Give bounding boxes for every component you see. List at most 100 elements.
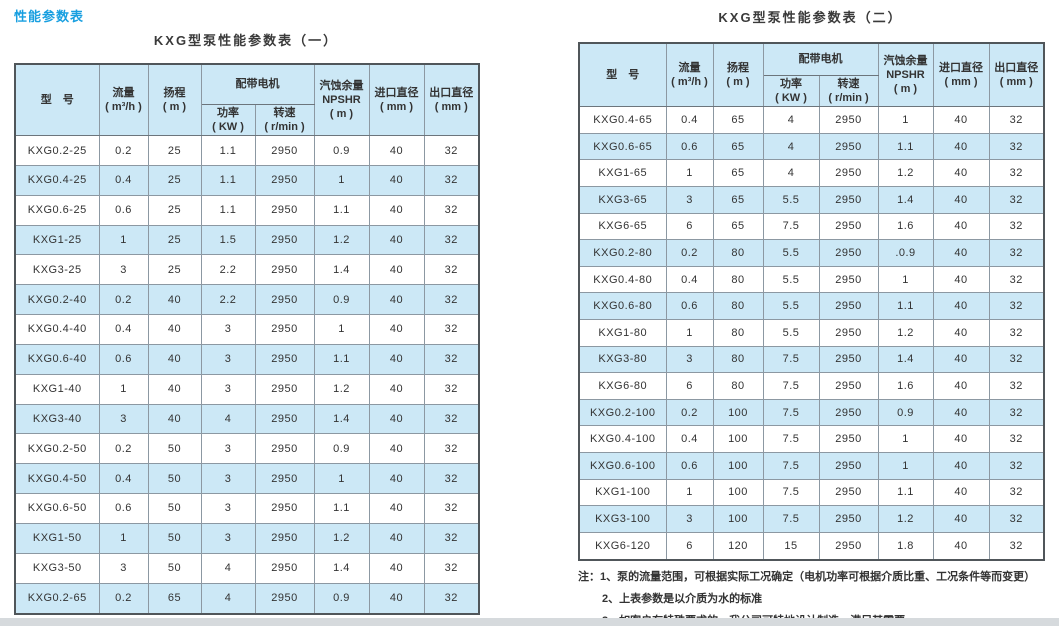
- table-row: KXG0.6-100 0.6 100 7.5 2950 1 40 32: [578, 452, 1045, 480]
- model-cell: KXG1-40: [14, 373, 100, 405]
- table-row: KXG1-40 1 40 3 2950 1.2 40 32: [14, 373, 480, 405]
- value-cell: 2950: [254, 254, 315, 286]
- value-cell: 2950: [254, 194, 315, 226]
- value-cell: 40: [368, 254, 425, 286]
- table-one-header: 型 号 流量( m³/h ) 扬程( m ) 配带电机 汽蚀余量 NPSHR( m…: [14, 63, 480, 137]
- value-cell: 1.1: [200, 135, 256, 166]
- value-cell: 32: [988, 531, 1045, 561]
- value-cell: 0.9: [313, 582, 370, 615]
- value-cell: 50: [147, 493, 202, 524]
- value-cell: 3: [665, 505, 714, 533]
- value-cell: 0.2: [98, 284, 149, 316]
- value-cell: 0.2: [98, 582, 149, 615]
- value-cell: 32: [988, 372, 1045, 400]
- value-cell: 40: [147, 284, 202, 316]
- model-cell: KXG3-50: [14, 552, 100, 584]
- value-cell: 1.6: [877, 212, 934, 241]
- page-bottom-edge: [0, 618, 1059, 626]
- value-cell: 2950: [818, 265, 879, 294]
- table-row: KXG0.2-100 0.2 100 7.5 2950 0.9 40 32: [578, 398, 1045, 427]
- value-cell: 2950: [818, 425, 879, 454]
- table-row: KXG0.4-65 0.4 65 4 2950 1 40 32: [578, 106, 1045, 134]
- value-cell: 32: [423, 522, 480, 554]
- value-cell: 50: [147, 433, 202, 465]
- value-cell: 32: [988, 185, 1045, 214]
- value-cell: 40: [932, 318, 990, 347]
- value-cell: 2950: [818, 212, 879, 241]
- value-cell: 0.6: [98, 194, 149, 226]
- value-cell: 1.4: [313, 403, 370, 435]
- value-cell: 4: [762, 132, 820, 161]
- value-cell: 65: [147, 582, 202, 615]
- value-cell: 3: [98, 552, 149, 584]
- value-cell: 3: [665, 185, 714, 214]
- value-cell: 6: [665, 372, 714, 400]
- value-cell: 2950: [254, 224, 315, 256]
- model-cell: KXG6-80: [578, 372, 667, 400]
- value-cell: 40: [368, 343, 425, 375]
- value-cell: 7.5: [762, 212, 820, 241]
- table-row: KXG0.4-100 0.4 100 7.5 2950 1 40 32: [578, 425, 1045, 454]
- value-cell: 2950: [818, 372, 879, 400]
- col-header-speed: 转速( r/min ): [818, 74, 879, 108]
- value-cell: 1.1: [877, 478, 934, 507]
- value-cell: 40: [368, 284, 425, 316]
- model-cell: KXG0.2-100: [578, 398, 667, 427]
- value-cell: 32: [988, 345, 1045, 374]
- value-cell: 40: [368, 522, 425, 554]
- model-cell: KXG6-65: [578, 212, 667, 241]
- table-row: KXG0.2-25 0.2 25 1.1 2950 0.9 40 32: [14, 135, 480, 166]
- value-cell: 7.5: [762, 478, 820, 507]
- value-cell: 2950: [254, 373, 315, 405]
- value-cell: 25: [147, 224, 202, 256]
- value-cell: 3: [200, 522, 256, 554]
- table-two-header: 型 号 流量( m³/h ) 扬程( m ) 配带电机 汽蚀余量 NPSHR( m…: [578, 42, 1045, 108]
- table-row: KXG1-25 1 25 1.5 2950 1.2 40 32: [14, 224, 480, 256]
- value-cell: 1.2: [877, 159, 934, 187]
- table-row: KXG0.4-25 0.4 25 1.1 2950 1 40 32: [14, 164, 480, 196]
- model-cell: KXG3-40: [14, 403, 100, 435]
- table-one-title: KXG型泵性能参数表（一）: [153, 33, 339, 48]
- value-cell: 2950: [818, 531, 879, 561]
- value-cell: 5.5: [762, 292, 820, 320]
- value-cell: 2950: [818, 106, 879, 134]
- value-cell: 4: [762, 159, 820, 187]
- table-two-body: KXG0.4-65 0.4 65 4 2950 1 40 32 KXG0.6-65 0.6 65 4 2…: [578, 106, 1045, 561]
- value-cell: 2950: [818, 185, 879, 214]
- value-cell: 0.9: [313, 433, 370, 465]
- value-cell: 0.6: [98, 343, 149, 375]
- value-cell: 40: [368, 314, 425, 345]
- value-cell: 0.2: [98, 433, 149, 465]
- value-cell: 40: [932, 425, 990, 454]
- value-cell: 1: [665, 478, 714, 507]
- table-row: KXG0.2-40 0.2 40 2.2 2950 0.9 40 32: [14, 284, 480, 316]
- value-cell: 65: [712, 212, 764, 241]
- table-row: KXG3-50 3 50 4 2950 1.4 40 32: [14, 552, 480, 584]
- value-cell: 65: [712, 132, 764, 161]
- value-cell: 50: [147, 463, 202, 495]
- value-cell: 0.4: [98, 314, 149, 345]
- col-header-outlet: 出口直径( mm ): [423, 63, 480, 137]
- model-cell: KXG0.4-100: [578, 425, 667, 454]
- value-cell: 40: [932, 212, 990, 241]
- value-cell: 2950: [818, 452, 879, 480]
- value-cell: 1.6: [877, 372, 934, 400]
- value-cell: 40: [368, 582, 425, 615]
- model-cell: KXG0.6-40: [14, 343, 100, 375]
- value-cell: 80: [712, 239, 764, 267]
- value-cell: 6: [665, 212, 714, 241]
- col-header-head: 扬程( m ): [147, 63, 202, 137]
- value-cell: 5.5: [762, 185, 820, 214]
- table-row: KXG1-80 1 80 5.5 2950 1.2 40 32: [578, 318, 1045, 347]
- value-cell: 3: [200, 433, 256, 465]
- value-cell: 6: [665, 531, 714, 561]
- value-cell: 0.4: [665, 425, 714, 454]
- table-row: KXG0.4-80 0.4 80 5.5 2950 1 40 32: [578, 265, 1045, 294]
- table-row: KXG0.6-25 0.6 25 1.1 2950 1.1 40 32: [14, 194, 480, 226]
- value-cell: 1.8: [877, 531, 934, 561]
- value-cell: 65: [712, 159, 764, 187]
- table-one-body: KXG0.2-25 0.2 25 1.1 2950 0.9 40 32 KXG0.4-25 0.4…: [14, 135, 480, 615]
- value-cell: 80: [712, 265, 764, 294]
- note-line-1: 注：1、泵的流量范围，可根据实际工况确定（电机功率可根据介质比重、工况条件等而变…: [578, 571, 1036, 583]
- value-cell: 40: [932, 292, 990, 320]
